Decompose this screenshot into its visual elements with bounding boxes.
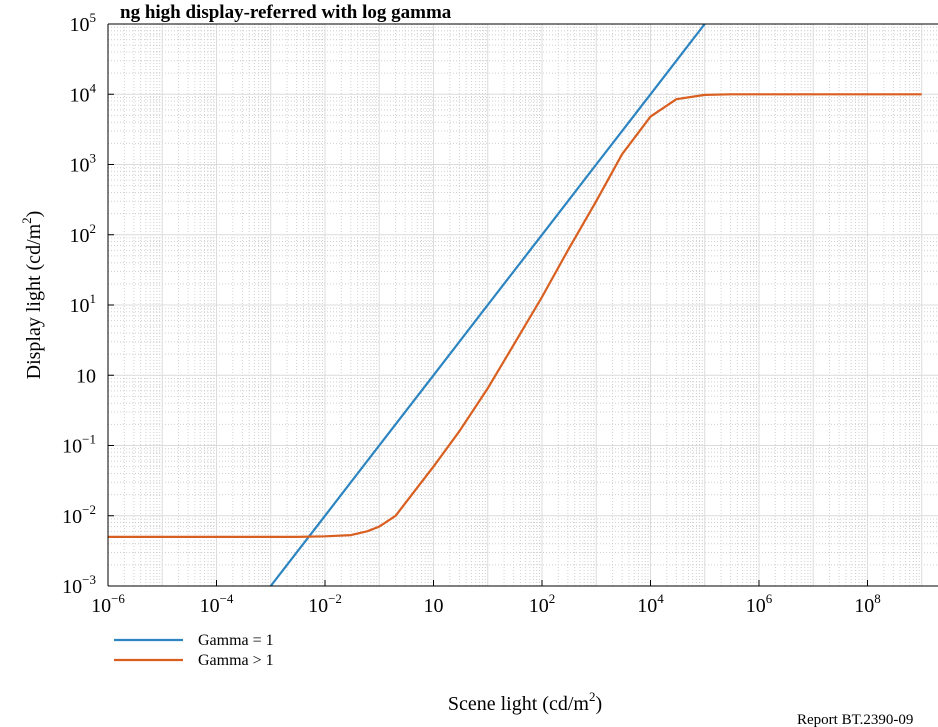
x-axis-ticks: 10−6 10−4 10−2 10 102 104 106 108 <box>91 580 881 617</box>
x-axis-label: Scene light (cd/m2) <box>448 689 602 715</box>
y-tick-label: 10−3 <box>62 572 96 598</box>
x-tick-label: 106 <box>746 591 773 617</box>
y-tick-label: 103 <box>70 151 97 177</box>
y-tick-label: 105 <box>70 10 97 36</box>
y-axis-ticks: 10−3 10−2 10−1 10 101 102 103 104 105 <box>62 10 114 598</box>
x-tick-label: 10−2 <box>308 591 342 617</box>
y-axis-label: Display light (cd/m2) <box>19 211 45 380</box>
svg-text:Scene light (cd/m2): Scene light (cd/m2) <box>448 689 602 715</box>
y-tick-label: 102 <box>70 221 97 247</box>
x-tick-label: 102 <box>529 591 556 617</box>
x-tick-label: 108 <box>854 591 881 617</box>
series-line-gamma-gt-1 <box>108 93 922 539</box>
report-label: Report BT.2390-09 <box>797 712 913 727</box>
legend: Gamma = 1 Gamma > 1 <box>114 632 274 669</box>
legend-label-gamma-gt-1: Gamma > 1 <box>198 652 274 669</box>
x-tick-label: 10−4 <box>200 591 234 617</box>
x-tick-label: 104 <box>637 591 664 617</box>
series-layer <box>108 24 922 586</box>
y-tick-label: 10−1 <box>62 432 96 458</box>
series-line-gamma-1 <box>269 24 706 586</box>
y-tick-label: 10−2 <box>62 502 96 528</box>
y-tick-label: 10 <box>76 365 96 387</box>
y-tick-label: 101 <box>70 291 97 317</box>
major-grid <box>108 24 938 586</box>
chart-title: ng high display-referred with log gamma <box>120 2 452 23</box>
legend-label-gamma-1: Gamma = 1 <box>198 632 274 649</box>
y-tick-label: 104 <box>70 80 97 106</box>
x-tick-label: 10−6 <box>91 591 125 617</box>
x-tick-label: 10 <box>423 595 443 617</box>
svg-text:Display light (cd/m2): Display light (cd/m2) <box>19 211 45 380</box>
minor-grid <box>108 24 938 586</box>
plot-area: 10−6 10−4 10−2 10 102 104 106 108 10−310−210−11… <box>62 10 938 617</box>
